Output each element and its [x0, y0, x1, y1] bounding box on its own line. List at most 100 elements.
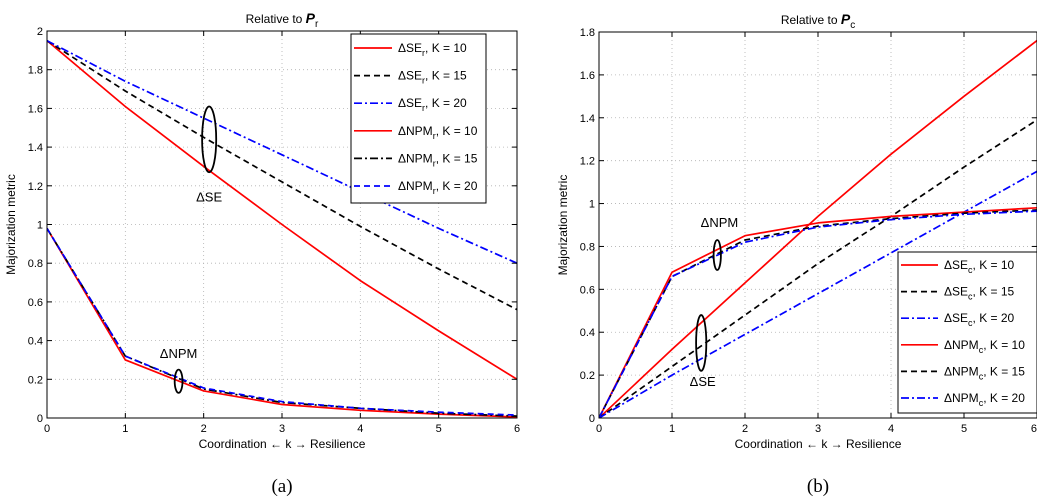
x-tick-label: 0: [596, 423, 602, 435]
legend-entry-4: ΔNPMr, K = 15: [398, 151, 478, 168]
y-tick-label: 1.2: [580, 156, 595, 168]
y-tick-label: 1.4: [28, 142, 43, 154]
legend-subscript: c: [968, 265, 973, 275]
legend-tail: , K = 15: [425, 69, 467, 83]
legend-base: ΔSE: [398, 69, 422, 83]
x-tick-label: 3: [279, 423, 285, 435]
legend-subscript: r: [422, 48, 425, 58]
legend-entry-2: ΔSEc, K = 20: [944, 311, 1015, 328]
legend-entry-0: ΔSEc, K = 10: [944, 258, 1015, 275]
legend-base: ΔNPM: [398, 179, 433, 193]
series-line-1: [599, 119, 1037, 418]
legend-entry-2: ΔSEr, K = 20: [398, 96, 467, 113]
legend-subscript: c: [979, 398, 984, 408]
y-tick-label: 0: [37, 413, 43, 425]
legend-base: ΔNPM: [944, 338, 979, 352]
legend-entry-3: ΔNPMr, K = 10: [398, 124, 478, 141]
y-tick-label: 1.6: [580, 70, 595, 82]
legend-subscript: c: [979, 371, 984, 381]
legend-tail: , K = 10: [983, 338, 1025, 352]
legend-tail: , K = 20: [436, 179, 478, 193]
y-axis-label: Majorization metric: [556, 175, 570, 276]
legend-tail: , K = 20: [983, 391, 1025, 405]
x-tick-label: 5: [436, 423, 442, 435]
legend-base: ΔNPM: [398, 124, 433, 138]
panel-label: (a): [271, 476, 292, 497]
title-text: Relative to: [246, 12, 306, 26]
y-tick-label: 0.2: [580, 370, 595, 382]
legend-base: ΔSE: [944, 285, 968, 299]
y-tick-label: 0.6: [28, 297, 43, 309]
chart-panel-b: ΔNPM ΔSE 0 1 2 3 4 5 6 0 0.2 0.4 0.6 0.8 1 1.2 1.4 1.6 1.8…: [556, 11, 1037, 497]
y-tick-label: 1.8: [580, 27, 595, 39]
series-line-5: [47, 227, 517, 416]
y-tick-label: 1.8: [28, 65, 43, 77]
x-tick-label: 1: [669, 423, 675, 435]
annotation-label: ΔNPM: [160, 346, 198, 361]
x-tick-label: 4: [888, 423, 894, 435]
legend-subscript: r: [422, 76, 425, 86]
x-tick-label: 3: [815, 423, 821, 435]
y-tick-label: 0.2: [28, 374, 43, 386]
x-tick-label: 4: [357, 423, 363, 435]
legend-entry-5: ΔNPMc, K = 20: [944, 391, 1025, 408]
x-tick-label: 6: [514, 423, 520, 435]
annotation-ellipse: [201, 105, 218, 174]
series-line-4: [599, 209, 1037, 418]
y-tick-label: 1.4: [580, 113, 595, 125]
annotation-label: ΔNPM: [701, 215, 739, 230]
legend-tail: , K = 15: [973, 285, 1015, 299]
legend-entry-1: ΔSEr, K = 15: [398, 69, 467, 86]
x-axis-label: Coordination ← k → Resilience: [199, 437, 366, 451]
legend-tail: , K = 10: [436, 124, 478, 138]
legend-subscript: r: [433, 131, 436, 141]
legend-subscript: r: [433, 186, 436, 196]
annotation-ellipse: [173, 368, 184, 394]
legend-base: ΔSE: [944, 258, 968, 272]
y-tick-label: 1: [589, 199, 595, 211]
legend-tail: , K = 20: [973, 311, 1015, 325]
title-symbol: P: [841, 11, 851, 27]
series-line-1: [47, 39, 517, 311]
y-tick-label: 0.8: [28, 258, 43, 270]
legend-base: ΔSE: [398, 96, 422, 110]
legend-subscript: r: [433, 158, 436, 168]
chart-title: Relative to Pr: [246, 10, 319, 30]
annotation-ellipse: [712, 239, 722, 271]
legend-tail: , K = 10: [973, 258, 1015, 272]
y-tick-label: 1.2: [28, 181, 43, 193]
legend-tail: , K = 10: [425, 41, 467, 55]
y-tick-label: 0.8: [580, 241, 595, 253]
chart-title: Relative to Pc: [781, 11, 855, 31]
annotation-label: ΔSE: [196, 189, 222, 204]
y-tick-label: 0.6: [580, 284, 595, 296]
annotation-ellipse: [695, 314, 708, 372]
y-tick-label: 0.4: [28, 336, 43, 348]
x-tick-label: 1: [122, 423, 128, 435]
title-text: Relative to: [781, 13, 841, 27]
series-line-0: [599, 39, 1037, 418]
title-symbol: P: [306, 10, 316, 26]
series-line-3: [599, 206, 1037, 418]
y-tick-label: 0.4: [580, 327, 595, 339]
series-line-2: [47, 39, 517, 264]
legend-base: ΔSE: [944, 311, 968, 325]
y-tick-label: 0: [589, 413, 595, 425]
legend-base: ΔNPM: [398, 151, 433, 165]
legend-subscript: c: [968, 292, 973, 302]
title-subscript: c: [850, 20, 855, 31]
legend-box: [897, 251, 1037, 414]
series-line-0: [47, 40, 517, 381]
y-tick-label: 1: [37, 220, 43, 232]
x-tick-label: 2: [742, 423, 748, 435]
y-tick-label: 2: [37, 26, 43, 38]
x-tick-label: 6: [1031, 423, 1037, 435]
y-tick-label: 1.6: [28, 103, 43, 115]
title-subscript: r: [315, 19, 319, 30]
chart-panel-a: ΔSE ΔNPM 0 1 2 3 4 5 6 0 0.2 0.4 0.6 0.8 1 1.2 1.4 1.6 1.8…: [4, 10, 520, 497]
legend-base: ΔNPM: [944, 391, 979, 405]
x-tick-label: 2: [201, 423, 207, 435]
